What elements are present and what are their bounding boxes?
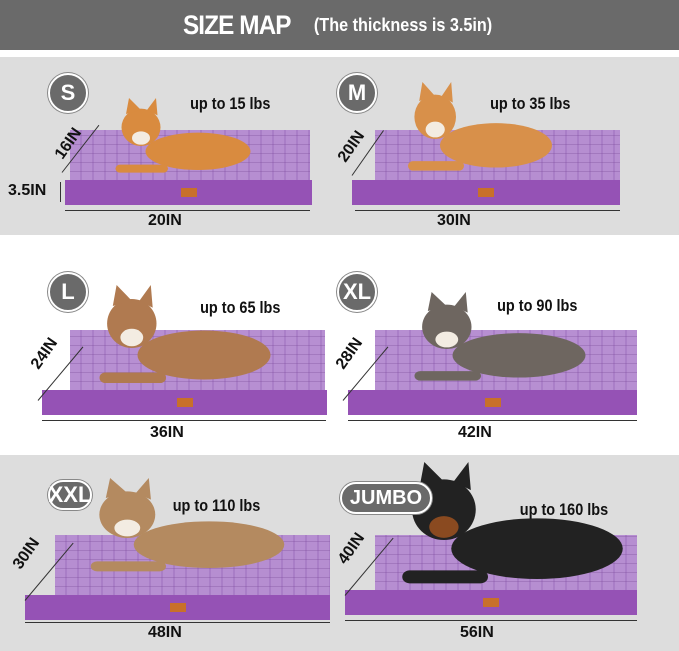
australian-shepherd-dog-image — [99, 285, 271, 383]
alaskan-malamute-dog-image — [90, 478, 285, 572]
header-subtitle: (The thickness is 3.5in) — [314, 14, 493, 35]
size-badge-m: M — [337, 73, 377, 113]
width-label: 48IN — [148, 624, 182, 641]
width-label: 30IN — [437, 212, 471, 229]
brand-tag — [478, 188, 494, 197]
corgi-dog-image — [115, 98, 251, 173]
width-line — [65, 210, 310, 211]
size-badge-l: L — [48, 272, 88, 312]
width-line — [345, 620, 637, 621]
doberman-dog-image — [402, 462, 623, 584]
thickness-label: 3.5IN — [8, 182, 47, 199]
size-badge-jumbo: JUMBO — [340, 482, 432, 514]
thickness-line — [60, 182, 61, 202]
width-label: 20IN — [148, 212, 182, 229]
width-label: 56IN — [460, 624, 494, 641]
brand-tag — [484, 398, 501, 407]
brand-tag — [483, 598, 499, 607]
width-line — [25, 622, 330, 623]
size-map-header: SIZE MAP (The thickness is 3.5in) — [0, 0, 679, 50]
brand-tag — [169, 603, 186, 612]
width-label: 42IN — [458, 424, 492, 441]
header-title: SIZE MAP — [182, 9, 291, 40]
width-line — [42, 420, 326, 421]
weimaraner-dog-image — [414, 292, 586, 381]
width-line — [348, 420, 637, 421]
size-badge-xl: XL — [337, 272, 377, 312]
width-line — [355, 210, 620, 211]
weight-capacity-label: up to 110 lbs — [172, 496, 261, 515]
width-label: 36IN — [150, 424, 184, 441]
weight-capacity-label: up to 65 lbs — [200, 298, 281, 317]
brand-tag — [176, 398, 193, 407]
weight-capacity-label: up to 15 lbs — [190, 94, 271, 113]
shiba-inu-dog-image — [408, 82, 552, 171]
weight-capacity-label: up to 90 lbs — [497, 296, 578, 315]
brand-tag — [180, 188, 197, 197]
size-badge-xxl: XXL — [48, 480, 92, 510]
size-badge-s: S — [48, 73, 88, 113]
weight-capacity-label: up to 35 lbs — [490, 94, 571, 113]
weight-capacity-label: up to 160 lbs — [519, 500, 609, 519]
